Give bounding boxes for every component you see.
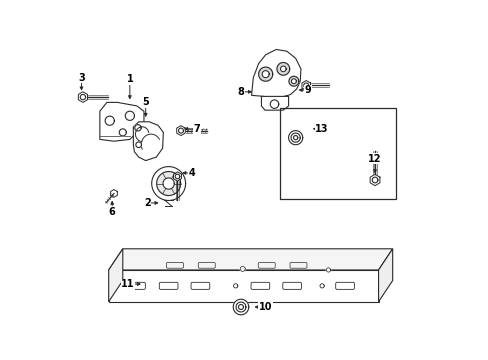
- Polygon shape: [110, 189, 117, 197]
- Polygon shape: [163, 178, 174, 189]
- FancyBboxPatch shape: [258, 262, 275, 268]
- Polygon shape: [233, 284, 237, 288]
- Polygon shape: [378, 249, 392, 302]
- Text: 3: 3: [78, 73, 85, 83]
- Polygon shape: [280, 66, 285, 72]
- Polygon shape: [238, 305, 243, 310]
- Text: 6: 6: [109, 207, 115, 217]
- Text: 13: 13: [315, 124, 328, 134]
- Text: 1: 1: [126, 75, 133, 85]
- Polygon shape: [288, 131, 302, 145]
- Polygon shape: [125, 111, 134, 120]
- Polygon shape: [251, 49, 300, 98]
- Polygon shape: [369, 174, 379, 186]
- Polygon shape: [290, 133, 300, 142]
- FancyBboxPatch shape: [159, 282, 178, 289]
- FancyBboxPatch shape: [132, 282, 145, 289]
- Polygon shape: [173, 172, 181, 181]
- Polygon shape: [176, 126, 185, 136]
- Polygon shape: [236, 302, 245, 312]
- Polygon shape: [175, 174, 180, 179]
- Polygon shape: [291, 79, 296, 84]
- Text: 5: 5: [142, 98, 149, 107]
- Polygon shape: [135, 125, 141, 131]
- Polygon shape: [261, 96, 288, 110]
- Polygon shape: [288, 76, 298, 86]
- Polygon shape: [151, 167, 185, 201]
- Polygon shape: [156, 171, 180, 195]
- Polygon shape: [262, 71, 269, 78]
- Polygon shape: [258, 67, 272, 81]
- Text: 10: 10: [258, 302, 272, 312]
- Bar: [279, 108, 395, 199]
- Polygon shape: [100, 102, 143, 141]
- Text: 9: 9: [304, 85, 311, 95]
- Polygon shape: [293, 136, 297, 140]
- Polygon shape: [233, 299, 248, 315]
- Polygon shape: [276, 63, 289, 75]
- Polygon shape: [80, 94, 85, 100]
- FancyBboxPatch shape: [191, 282, 209, 289]
- Polygon shape: [240, 266, 244, 271]
- Text: 4: 4: [188, 168, 195, 178]
- Polygon shape: [302, 81, 310, 90]
- FancyBboxPatch shape: [282, 282, 301, 289]
- Polygon shape: [105, 116, 114, 125]
- Polygon shape: [303, 83, 308, 88]
- FancyBboxPatch shape: [198, 262, 215, 268]
- Polygon shape: [136, 142, 141, 148]
- Text: 12: 12: [367, 154, 381, 164]
- Polygon shape: [371, 177, 377, 183]
- FancyBboxPatch shape: [250, 282, 269, 289]
- Polygon shape: [325, 268, 330, 272]
- Polygon shape: [119, 129, 126, 136]
- Polygon shape: [133, 122, 163, 161]
- Text: 8: 8: [237, 87, 244, 97]
- FancyBboxPatch shape: [289, 262, 306, 268]
- Polygon shape: [108, 270, 378, 302]
- Polygon shape: [108, 249, 122, 302]
- Polygon shape: [270, 100, 278, 108]
- Polygon shape: [108, 249, 392, 270]
- FancyBboxPatch shape: [335, 282, 354, 289]
- FancyBboxPatch shape: [166, 262, 183, 268]
- Polygon shape: [178, 128, 183, 133]
- Polygon shape: [319, 284, 324, 288]
- Text: 2: 2: [144, 198, 150, 208]
- Polygon shape: [78, 92, 87, 102]
- Text: 7: 7: [193, 124, 200, 134]
- Text: 11: 11: [121, 279, 135, 289]
